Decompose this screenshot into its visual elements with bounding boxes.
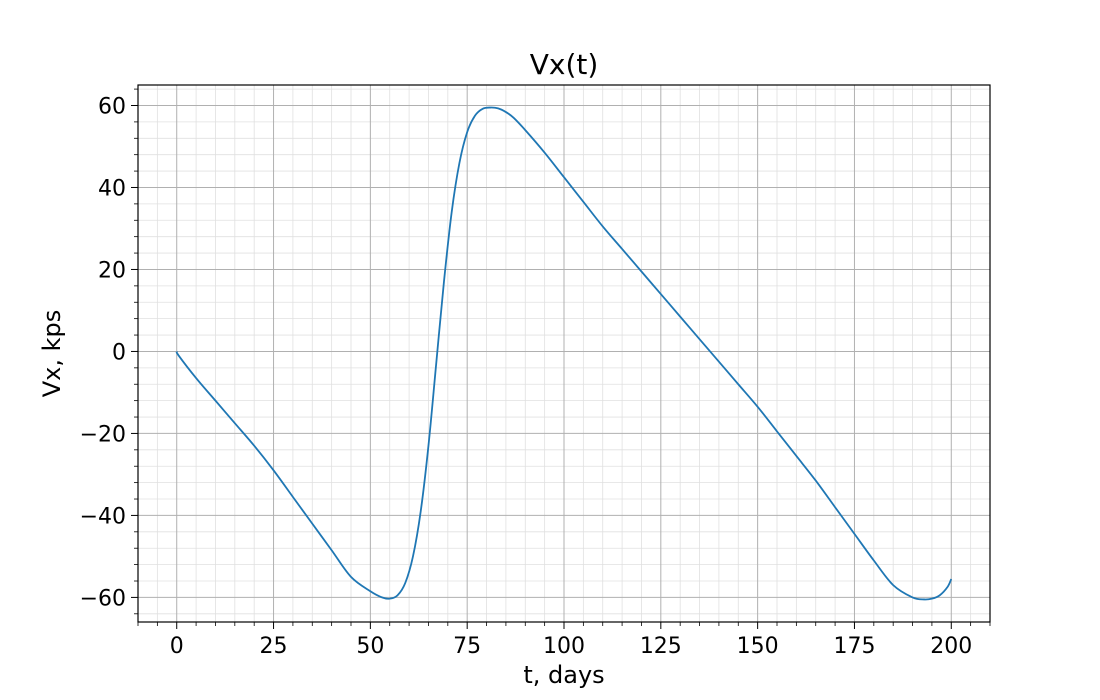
- major-grid: [138, 85, 990, 622]
- x-tick-label: 100: [543, 634, 585, 659]
- x-axis-title: t, days: [523, 661, 604, 689]
- y-tick-label: 60: [98, 94, 126, 119]
- x-tick-label: 25: [260, 634, 288, 659]
- axis-ticks: [131, 88, 991, 629]
- minor-grid: [137, 85, 991, 622]
- y-tick-label: 0: [112, 340, 126, 365]
- series-line: [175, 106, 953, 601]
- chart-title: Vx(t): [530, 48, 599, 81]
- y-tick-label: 40: [98, 176, 126, 201]
- x-tick-label: 75: [453, 634, 481, 659]
- y-tick-label: −40: [80, 504, 126, 529]
- x-tick-label: 175: [833, 634, 875, 659]
- y-axis-title: Vx, kps: [38, 310, 66, 398]
- x-tick-label: 125: [640, 634, 682, 659]
- tick-labels: 0 25 50 75 100 125 150 175 200 −60 −40 −20 0 20 40 60: [80, 94, 973, 659]
- y-tick-label: 20: [98, 258, 126, 283]
- x-tick-label: 150: [737, 634, 779, 659]
- y-tick-label: −60: [80, 586, 126, 611]
- series-layer: [175, 106, 953, 601]
- x-tick-label: 200: [930, 634, 972, 659]
- x-tick-label: 50: [356, 634, 384, 659]
- y-tick-label: −20: [80, 422, 126, 447]
- x-tick-label: 0: [170, 634, 184, 659]
